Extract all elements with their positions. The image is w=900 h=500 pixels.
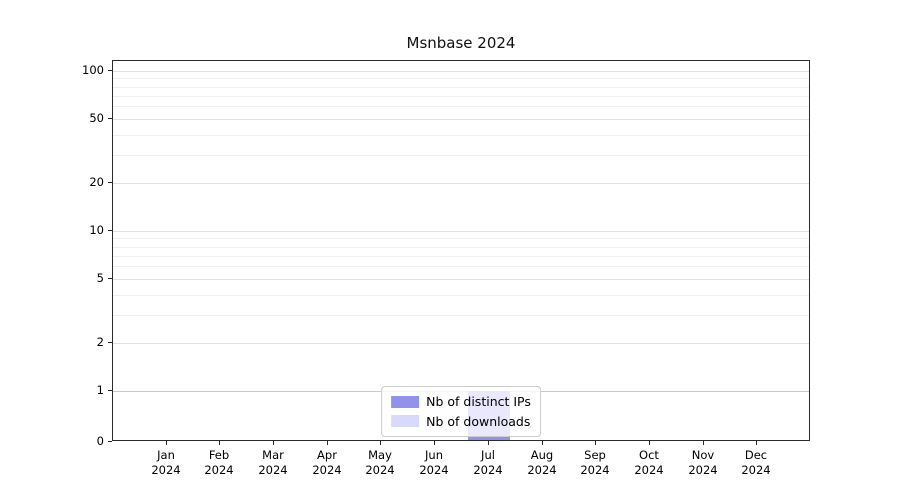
y-tick-mark [108, 182, 112, 183]
y-tick-label: 5 [96, 271, 104, 285]
x-tick-mark [488, 441, 489, 445]
x-tick-mark [595, 441, 596, 445]
x-tick-year: 2024 [312, 463, 342, 477]
y-tick-mark [108, 390, 112, 391]
x-tick-label: Aug 2024 [514, 448, 570, 478]
y-tick-mark [108, 70, 112, 71]
gridline [113, 343, 809, 344]
x-tick-month: Dec [744, 448, 768, 462]
x-tick-year: 2024 [365, 463, 395, 477]
x-tick-month: Feb [208, 448, 230, 462]
x-tick-year: 2024 [204, 463, 234, 477]
x-tick-month: Jul [481, 448, 495, 462]
gridline [113, 78, 809, 79]
gridline [113, 238, 809, 239]
plot-area: Nb of distinct IPs Nb of downloads [112, 60, 810, 441]
x-tick-label: May 2024 [352, 448, 408, 478]
x-tick-year: 2024 [473, 463, 503, 477]
x-tick-label: Oct 2024 [621, 448, 677, 478]
x-tick-label: Apr 2024 [299, 448, 355, 478]
gridline [113, 135, 809, 136]
x-tick-label: Mar 2024 [245, 448, 301, 478]
x-tick-month: Jan [157, 448, 175, 462]
gridline [113, 231, 809, 232]
x-tick-mark [756, 441, 757, 445]
x-tick-label: Jul 2024 [460, 448, 516, 478]
x-tick-mark [166, 441, 167, 445]
y-tick-label: 20 [89, 175, 104, 189]
gridline [113, 295, 809, 296]
y-tick-mark [108, 278, 112, 279]
legend-row: Nb of distinct IPs [391, 392, 531, 411]
y-tick-mark [108, 441, 112, 442]
x-tick-label: Sep 2024 [567, 448, 623, 478]
y-tick-mark [108, 230, 112, 231]
legend-row: Nb of downloads [391, 412, 531, 431]
y-tick-label: 0 [96, 434, 104, 448]
legend-swatch-icon [391, 395, 420, 408]
gridline [113, 315, 809, 316]
chart-title: Msnbase 2024 [406, 34, 516, 52]
gridline [113, 106, 809, 107]
x-tick-month: Nov [691, 448, 715, 462]
gridline [113, 279, 809, 280]
y-tick-label: 10 [89, 223, 104, 237]
x-tick-month: Oct [639, 448, 659, 462]
x-tick-year: 2024 [634, 463, 664, 477]
gridline [113, 266, 809, 267]
x-tick-month: Sep [584, 448, 606, 462]
x-tick-year: 2024 [741, 463, 771, 477]
x-tick-year: 2024 [580, 463, 610, 477]
gridline [113, 256, 809, 257]
x-tick-month: Mar [262, 448, 284, 462]
x-tick-label: Feb 2024 [191, 448, 247, 478]
x-tick-label: Nov 2024 [675, 448, 731, 478]
x-tick-mark [219, 441, 220, 445]
x-tick-month: Aug [530, 448, 554, 462]
legend-label: Nb of downloads [426, 413, 531, 429]
x-tick-year: 2024 [258, 463, 288, 477]
x-tick-year: 2024 [527, 463, 557, 477]
x-tick-label: Jan 2024 [138, 448, 194, 478]
x-tick-mark [542, 441, 543, 445]
gridline [113, 71, 809, 72]
gridline [113, 247, 809, 248]
x-tick-month: May [368, 448, 392, 462]
x-tick-mark [380, 441, 381, 445]
y-tick-label: 100 [82, 63, 104, 77]
y-tick-mark [108, 118, 112, 119]
x-tick-label: Dec 2024 [728, 448, 784, 478]
y-tick-label: 50 [89, 111, 104, 125]
x-tick-mark [703, 441, 704, 445]
legend-label: Nb of distinct IPs [426, 394, 531, 410]
x-tick-mark [327, 441, 328, 445]
x-tick-month: Apr [317, 448, 337, 462]
x-tick-mark [649, 441, 650, 445]
gridline [113, 183, 809, 184]
x-tick-label: Jun 2024 [406, 448, 462, 478]
y-tick-label: 2 [96, 335, 104, 349]
gridline [113, 96, 809, 97]
x-tick-mark [434, 441, 435, 445]
x-tick-year: 2024 [419, 463, 449, 477]
x-tick-month: Jun [425, 448, 443, 462]
gridline [113, 119, 809, 120]
gridline [113, 155, 809, 156]
gridline [113, 87, 809, 88]
x-tick-year: 2024 [688, 463, 718, 477]
y-tick-mark [108, 342, 112, 343]
legend-swatch-icon [391, 415, 420, 428]
x-tick-mark [273, 441, 274, 445]
x-tick-year: 2024 [151, 463, 181, 477]
y-tick-label: 1 [96, 383, 104, 397]
legend: Nb of distinct IPs Nb of downloads [381, 386, 541, 437]
